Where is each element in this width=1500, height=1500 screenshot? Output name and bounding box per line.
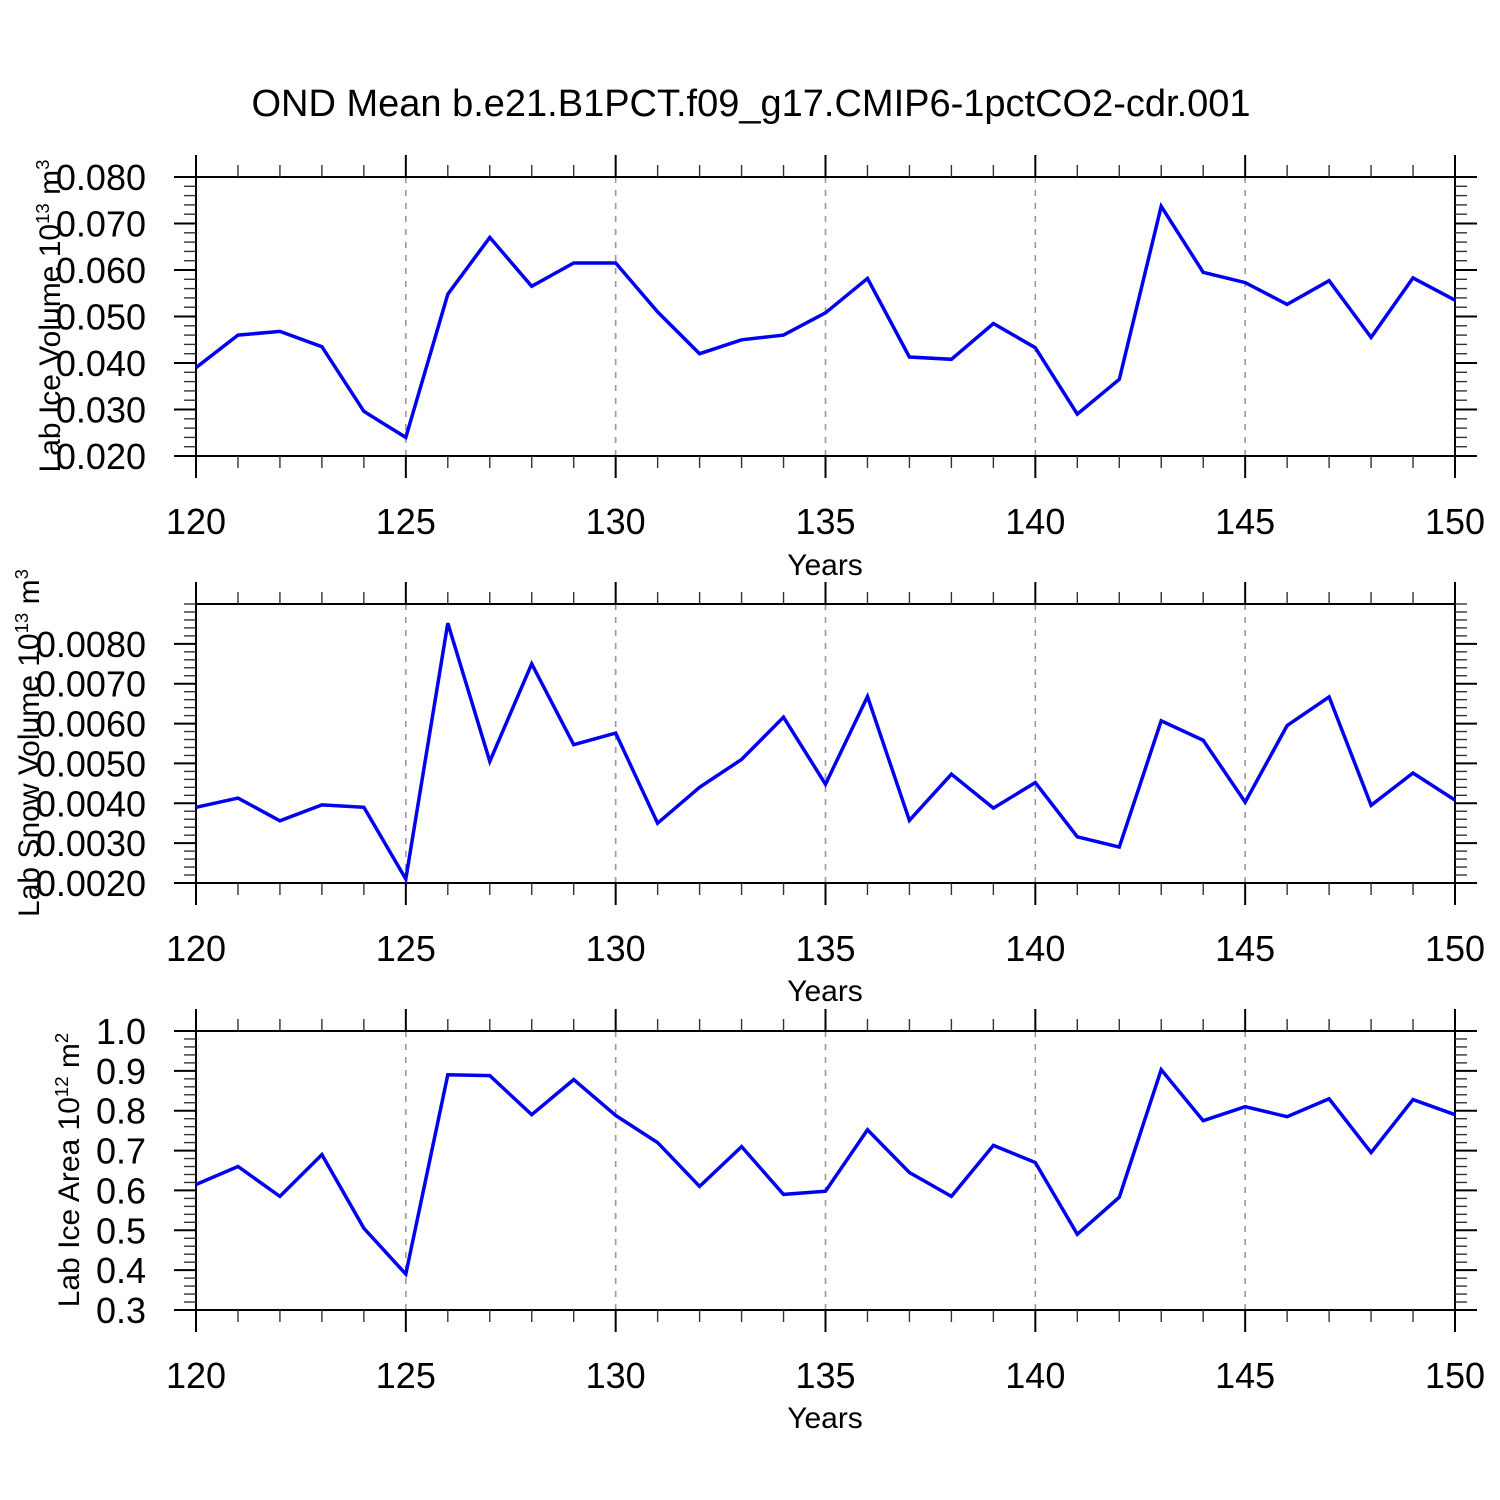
x-axis-title-years-panel3: Years <box>787 1402 863 1435</box>
y-tick-label: 0.7 <box>96 1131 146 1172</box>
y-tick-label: 0.050 <box>56 297 146 338</box>
x-tick-label: 125 <box>376 1355 436 1396</box>
x-tick-label: 125 <box>376 928 436 969</box>
x-tick-label: 125 <box>376 501 436 542</box>
unit-exponent: 3 <box>32 159 53 170</box>
y-axis-title-snow-volume: Lab Snow Volume 1013 m3 <box>2 523 46 963</box>
x-tick-label: 145 <box>1215 501 1275 542</box>
y-tick-label: 0.080 <box>56 157 146 198</box>
y-tick-label: 0.0060 <box>36 704 146 745</box>
x-tick-label: 150 <box>1425 1355 1485 1396</box>
y-axis-title-ice-volume: Lab Ice Volume 1013 m3 <box>23 96 67 536</box>
y-axis-unit: m <box>13 579 46 613</box>
exponent: 13 <box>11 612 32 634</box>
x-axis-title-years-panel1: Years <box>787 549 863 582</box>
x-tick-label: 130 <box>586 501 646 542</box>
y-tick-label: 0.0070 <box>36 664 146 705</box>
y-axis-title-ice-area: Lab Ice Area 1012 m2 <box>42 950 86 1390</box>
x-tick-label: 130 <box>586 928 646 969</box>
y-tick-label: 0.5 <box>96 1210 146 1251</box>
x-tick-label: 150 <box>1425 501 1485 542</box>
x-tick-label: 120 <box>166 1355 226 1396</box>
y-tick-label: 0.4 <box>96 1250 146 1291</box>
x-tick-label: 150 <box>1425 928 1485 969</box>
data-line-lab-ice-area <box>195 1066 1456 1278</box>
y-axis-unit: m <box>34 169 67 204</box>
x-tick-label: 140 <box>1005 928 1065 969</box>
x-tick-label: 130 <box>586 1355 646 1396</box>
y-tick-label: 0.0080 <box>36 624 146 665</box>
x-tick-label: 120 <box>166 928 226 969</box>
y-tick-label: 0.0020 <box>36 863 146 904</box>
y-axis-title-text: Lab Snow Volume 10 <box>13 633 46 917</box>
y-tick-label: 0.020 <box>56 436 146 477</box>
exponent: 12 <box>51 1076 72 1098</box>
y-tick-label: 0.030 <box>56 390 146 431</box>
x-tick-label: 135 <box>795 1355 855 1396</box>
figure-title: OND Mean b.e21.B1PCT.f09_g17.CMIP6-1pctC… <box>251 83 1251 125</box>
y-tick-label: 0.8 <box>96 1091 146 1132</box>
y-tick-label: 1.0 <box>96 1011 146 1052</box>
y-tick-label: 0.060 <box>56 250 146 291</box>
y-tick-label: 0.070 <box>56 204 146 245</box>
data-line-lab-snow-volume <box>195 622 1456 885</box>
y-axis-title-text: Lab Ice Volume 10 <box>34 223 67 473</box>
y-axis-title-text: Lab Ice Area 10 <box>53 1097 86 1308</box>
y-axis-unit: m <box>53 1043 86 1077</box>
unit-exponent: 2 <box>51 1032 72 1044</box>
x-tick-label: 145 <box>1215 1355 1275 1396</box>
y-tick-label: 0.0050 <box>36 743 146 784</box>
y-tick-label: 0.6 <box>96 1170 146 1211</box>
x-tick-label: 135 <box>795 501 855 542</box>
data-line-lab-ice-volume <box>194 201 1456 441</box>
y-tick-label: 0.0040 <box>36 783 146 824</box>
x-tick-label: 140 <box>1005 501 1065 542</box>
x-tick-label: 140 <box>1005 1355 1065 1396</box>
x-axis-title-years-panel2: Years <box>787 975 863 1008</box>
x-tick-label: 135 <box>795 928 855 969</box>
y-tick-label: 0.3 <box>96 1290 146 1331</box>
y-tick-label: 0.9 <box>96 1051 146 1092</box>
y-tick-label: 0.0030 <box>36 823 146 864</box>
x-tick-label: 120 <box>166 501 226 542</box>
exponent: 13 <box>32 203 53 224</box>
y-tick-label: 0.040 <box>56 343 146 384</box>
x-tick-label: 145 <box>1215 928 1275 969</box>
